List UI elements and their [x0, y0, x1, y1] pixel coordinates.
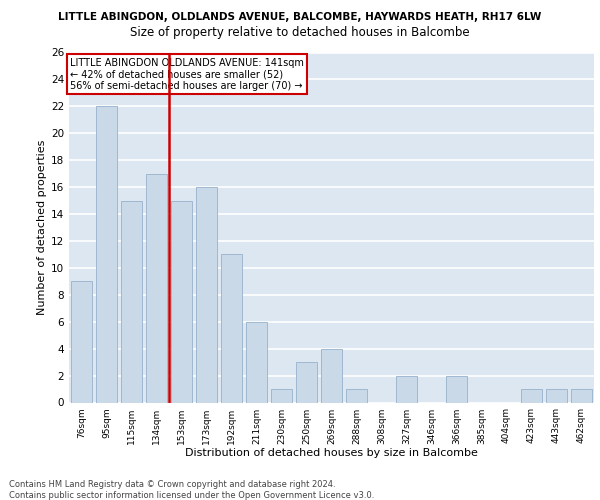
Bar — [396, 376, 417, 402]
Text: LITTLE ABINGDON, OLDLANDS AVENUE, BALCOMBE, HAYWARDS HEATH, RH17 6LW: LITTLE ABINGDON, OLDLANDS AVENUE, BALCOM… — [58, 12, 542, 22]
Bar — [296, 362, 317, 403]
Bar — [121, 200, 142, 402]
Bar — [571, 389, 592, 402]
Bar — [171, 200, 192, 402]
Bar — [71, 282, 92, 403]
Text: LITTLE ABINGDON OLDLANDS AVENUE: 141sqm
← 42% of detached houses are smaller (52: LITTLE ABINGDON OLDLANDS AVENUE: 141sqm … — [70, 58, 304, 91]
Bar — [96, 106, 117, 403]
Text: Size of property relative to detached houses in Balcombe: Size of property relative to detached ho… — [130, 26, 470, 39]
Bar — [146, 174, 167, 402]
Bar — [546, 389, 567, 402]
Bar — [446, 376, 467, 402]
Bar — [246, 322, 267, 402]
Bar — [521, 389, 542, 402]
Bar — [196, 187, 217, 402]
X-axis label: Distribution of detached houses by size in Balcombe: Distribution of detached houses by size … — [185, 448, 478, 458]
Text: Contains HM Land Registry data © Crown copyright and database right 2024.
Contai: Contains HM Land Registry data © Crown c… — [9, 480, 374, 500]
Bar — [321, 348, 342, 403]
Bar — [221, 254, 242, 402]
Bar — [271, 389, 292, 402]
Y-axis label: Number of detached properties: Number of detached properties — [37, 140, 47, 315]
Bar — [346, 389, 367, 402]
